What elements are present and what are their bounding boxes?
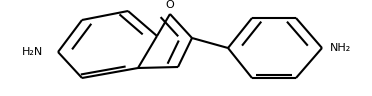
Text: NH₂: NH₂ xyxy=(330,43,351,53)
Text: O: O xyxy=(166,0,174,10)
Text: H₂N: H₂N xyxy=(22,47,43,57)
